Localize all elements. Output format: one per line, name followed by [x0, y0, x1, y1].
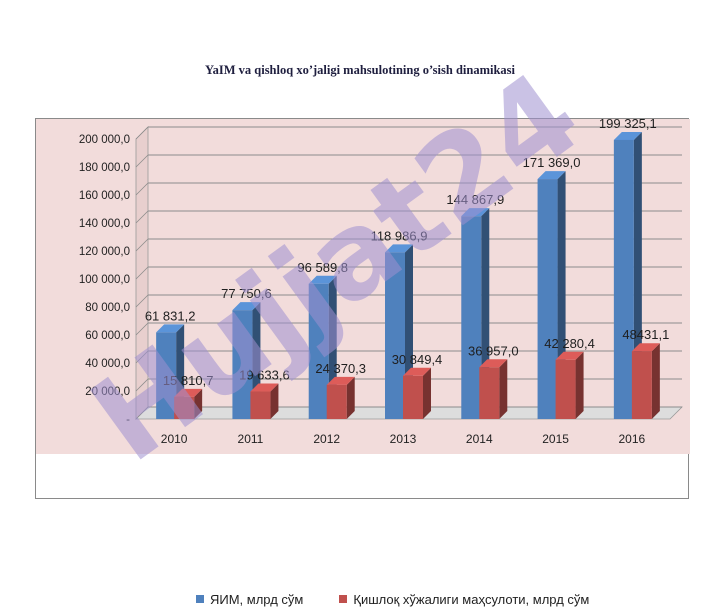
bar-gdp: [385, 252, 405, 419]
y-tick-label: 40 000,0: [85, 358, 130, 370]
bar-gdp: [156, 332, 177, 419]
gridline-side: [135, 266, 149, 280]
bar-side: [346, 376, 355, 419]
bar-side: [194, 388, 203, 419]
legend-item-gdp: ЯИМ, млрд сўм: [196, 592, 303, 607]
gridline-side: [135, 210, 149, 224]
x-tick-label: 2013: [390, 432, 417, 446]
x-tick-label: 2014: [466, 432, 493, 446]
bar-agriculture: [326, 384, 347, 419]
y-tick-label: 200 000,0: [79, 134, 130, 146]
data-label: 30 849,4: [392, 352, 443, 367]
data-label: 42 280,4: [544, 336, 595, 351]
data-label: 19 633,6: [239, 368, 290, 383]
bar-top: [174, 388, 203, 397]
y-tick-label: 120 000,0: [79, 246, 130, 258]
data-label: 171 369,0: [523, 155, 581, 170]
bar-gdp: [613, 139, 634, 419]
gridline-side: [135, 126, 149, 140]
data-label: 24 370,3: [315, 361, 366, 376]
y-tick-label: 60 000,0: [85, 330, 130, 342]
bar-gdp: [537, 179, 558, 419]
y-tick-label: 180 000,0: [79, 162, 130, 174]
y-tick-label: 160 000,0: [79, 190, 130, 202]
bar-side: [499, 359, 508, 419]
gridline-side: [135, 182, 149, 196]
bar-top: [631, 343, 660, 352]
bar-top: [613, 131, 642, 140]
legend-label-agriculture: Қишлоқ хўжалиги маҳсулоти, млрд сўм: [353, 591, 590, 607]
data-label: 48431,1: [622, 327, 669, 342]
bar-side: [270, 383, 279, 419]
bar-gdp: [461, 216, 482, 419]
bar-top: [156, 324, 185, 333]
gridline-side: [135, 378, 149, 392]
data-label: 61 831,2: [145, 308, 196, 323]
bar-top: [308, 275, 337, 284]
legend-label-gdp: ЯИМ, млрд сўм: [210, 591, 304, 607]
data-label: 15 810,7: [163, 373, 214, 388]
y-tick-label: 140 000,0: [79, 218, 130, 230]
bar-agriculture: [174, 396, 195, 419]
data-label: 77 750,6: [221, 286, 272, 301]
bar-agriculture: [631, 351, 652, 419]
bar-side: [423, 367, 431, 419]
bar-chart: - 20 000,0 40 000,0 60 000,0 80 000,0 100 000…: [36, 119, 690, 454]
gridline-side: [135, 154, 149, 168]
bar-top: [232, 302, 261, 311]
bar-agriculture: [403, 375, 423, 419]
bar-top: [403, 367, 431, 376]
x-tick-label: 2015: [542, 432, 569, 446]
x-tick-label: 2016: [619, 432, 646, 446]
data-label: 144 867,9: [446, 192, 504, 207]
bar-top: [461, 208, 490, 217]
bar-top: [537, 171, 566, 180]
data-label: 36 957,0: [468, 343, 519, 358]
bar-top: [385, 244, 413, 253]
data-label: 118 986,9: [371, 228, 428, 243]
bar-agriculture: [555, 359, 576, 419]
y-tick-label: 100 000,0: [79, 274, 130, 286]
y-tick-label: -: [126, 414, 130, 426]
y-tick-label: 20 000,0: [85, 386, 130, 398]
data-label: 96 589,8: [297, 260, 348, 275]
gridline-side: [135, 238, 149, 252]
legend-swatch-agriculture: [339, 595, 348, 603]
bar-side: [651, 343, 660, 419]
chart-legend: ЯИМ, млрд сўм Қишлоқ хўжалиги маҳсулоти,…: [196, 591, 625, 607]
bar-agriculture: [479, 367, 500, 419]
bar-top: [326, 376, 355, 385]
bar-side: [575, 351, 584, 419]
gridline-side: [135, 322, 149, 336]
bar-top: [555, 351, 584, 360]
bar-gdp: [232, 310, 253, 419]
bar-agriculture: [250, 391, 271, 419]
bar-top: [479, 359, 508, 368]
plot-background: [36, 119, 690, 454]
y-tick-label: 80 000,0: [85, 302, 130, 314]
bar-top: [250, 383, 279, 392]
data-label: 199 325,1: [599, 119, 657, 131]
x-tick-label: 2010: [161, 432, 188, 446]
gridline-side: [135, 406, 149, 420]
x-tick-label: 2011: [238, 432, 264, 446]
legend-swatch-gdp: [196, 595, 204, 603]
page-title: YaIM va qishloq xo’jaligi mahsulotining …: [204, 63, 516, 77]
gridline-side: [135, 350, 149, 364]
chart-area: - 20 000,0 40 000,0 60 000,0 80 000,0 100 000…: [35, 118, 690, 607]
legend-item-agriculture: Қишлоқ хўжалиги маҳсулоти, млрд сўм: [339, 592, 589, 607]
bar-gdp: [308, 283, 329, 419]
gridline-side: [135, 294, 149, 308]
x-tick-label: 2012: [313, 432, 340, 446]
